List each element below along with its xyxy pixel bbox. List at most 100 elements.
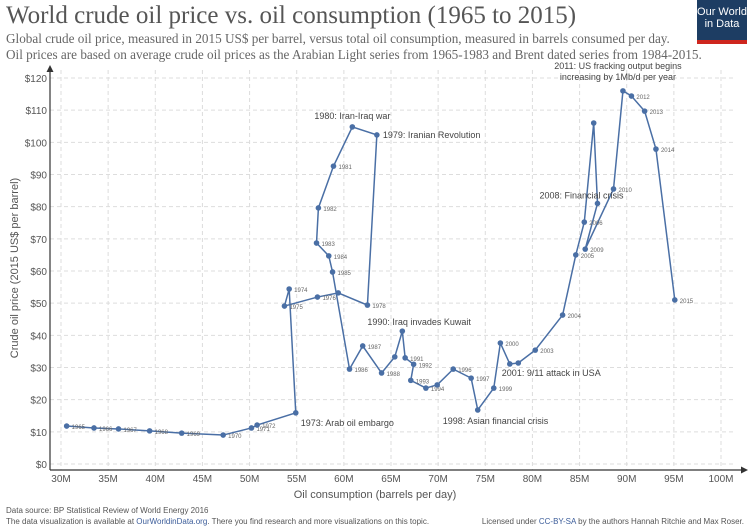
- y-tick-label: $20: [30, 396, 47, 407]
- year-label: 1967: [124, 428, 138, 434]
- year-label: 1969: [187, 432, 201, 438]
- data-point-1985: [329, 269, 336, 275]
- x-axis-arrow-icon: [741, 466, 748, 474]
- year-label: 1978: [372, 304, 386, 310]
- data-point-1993: [408, 377, 414, 384]
- annotation-label: 1998: Asian financial crisis: [443, 416, 549, 426]
- annotation-label: 2011: US fracking output begins increasin…: [554, 61, 682, 82]
- data-point-1983: [313, 240, 320, 246]
- data-point-1989: [391, 354, 398, 360]
- year-label: 1981: [338, 165, 352, 171]
- data-point-2001: [507, 361, 513, 367]
- year-label: 1991: [410, 357, 424, 363]
- year-label: 1970: [228, 434, 242, 440]
- y-tick-label: $0: [36, 460, 48, 471]
- year-label: 1982: [323, 207, 337, 213]
- data-point-1981: [330, 163, 337, 169]
- data-point-1987: [359, 343, 366, 349]
- year-label: 1984: [334, 255, 348, 261]
- data-point-2004: [559, 312, 566, 318]
- owid-logo[interactable]: Our World in Data: [697, 0, 747, 44]
- data-point-1982: [315, 205, 322, 211]
- year-label: 2003: [540, 349, 554, 355]
- data-point-1990: [399, 328, 406, 334]
- data-point-2013: [641, 108, 648, 114]
- year-label: 1985: [338, 271, 352, 277]
- data-point-1979: [374, 132, 380, 138]
- x-tick-label: 100M: [708, 474, 733, 485]
- y-axis-arrow-icon: [46, 65, 54, 72]
- year-label: 2015: [680, 299, 694, 305]
- y-tick-label: $80: [30, 203, 47, 214]
- y-tick-label: $30: [30, 364, 47, 375]
- y-tick-label: $90: [30, 171, 47, 182]
- y-tick-label: $120: [25, 74, 48, 85]
- x-tick-label: 35M: [98, 474, 117, 485]
- data-point-1972: [254, 422, 260, 428]
- x-tick-label: 45M: [193, 474, 212, 485]
- y-tick-label: $50: [30, 299, 47, 310]
- data-point-1966: [91, 425, 97, 431]
- owid-link[interactable]: OurWorldinData.org: [136, 517, 208, 526]
- year-label: 2010: [619, 188, 633, 194]
- data-point-2003: [532, 347, 539, 353]
- x-tick-label: 40M: [146, 474, 165, 485]
- license-text: Licensed under: [481, 517, 539, 526]
- annotation-label: 2001: 9/11 attack in USA: [502, 368, 601, 378]
- data-point-1978: [364, 302, 371, 308]
- data-point-2005: [573, 252, 579, 258]
- y-tick-label: $40: [30, 331, 47, 342]
- data-point-1977: [335, 290, 342, 296]
- availability-note: The data visualization is available at O…: [6, 517, 429, 526]
- year-label: 1965: [72, 425, 86, 431]
- data-point-1980: [349, 124, 356, 130]
- data-point-2000: [497, 340, 504, 346]
- y-tick-label: $70: [30, 235, 47, 246]
- data-point-2012: [628, 93, 635, 99]
- x-tick-label: 50M: [240, 474, 259, 485]
- data-point-1971: [248, 425, 255, 431]
- license-link[interactable]: CC-BY-SA: [538, 517, 576, 526]
- y-tick-label: $100: [25, 138, 48, 149]
- year-label: 1993: [416, 379, 430, 385]
- data-point-1974: [286, 286, 292, 292]
- annotation-label: 1990: Iraq invades Kuwait: [367, 317, 471, 327]
- data-point-1968: [146, 428, 153, 434]
- data-point-1995: [434, 382, 441, 388]
- year-label: 2006: [589, 221, 603, 227]
- data-point-1994: [423, 385, 429, 391]
- license-note: Licensed under CC-BY-SA by the authors H…: [482, 517, 744, 526]
- data-point-1988: [378, 370, 385, 376]
- data-point-2008: [594, 200, 601, 207]
- data-point-2009: [582, 246, 589, 252]
- x-tick-label: 65M: [381, 474, 400, 485]
- x-tick-label: 90M: [617, 474, 636, 485]
- chart-subtitle-2: Oil prices are based on average crude oi…: [6, 47, 702, 62]
- year-label: 2012: [636, 95, 650, 101]
- year-label: 1986: [355, 368, 369, 374]
- annotation-label: 1979: Iranian Revolution: [383, 130, 481, 140]
- x-tick-label: 55M: [287, 474, 306, 485]
- data-point-1984: [325, 253, 332, 259]
- data-point-1999: [490, 385, 497, 391]
- data-point-2007: [590, 120, 597, 126]
- data-point-2006: [581, 219, 588, 225]
- x-tick-label: 30M: [51, 474, 70, 485]
- year-label: 2004: [568, 314, 582, 320]
- data-point-2010: [610, 186, 617, 192]
- year-label: 1971: [256, 427, 270, 433]
- data-point-1986: [346, 366, 353, 372]
- year-label: 1972: [262, 424, 276, 430]
- year-label: 1983: [322, 242, 336, 248]
- data-point-1973: [292, 410, 299, 416]
- year-label: 1968: [155, 430, 169, 436]
- availability-text: The data visualization is available at: [6, 517, 137, 526]
- data-point-2014: [653, 146, 659, 152]
- x-tick-label: 60M: [334, 474, 353, 485]
- data-point-2015: [672, 297, 678, 303]
- data-point-1975: [281, 303, 288, 309]
- data-point-1997: [468, 375, 474, 381]
- year-label: 1975: [289, 305, 303, 311]
- data-point-1976: [314, 294, 321, 300]
